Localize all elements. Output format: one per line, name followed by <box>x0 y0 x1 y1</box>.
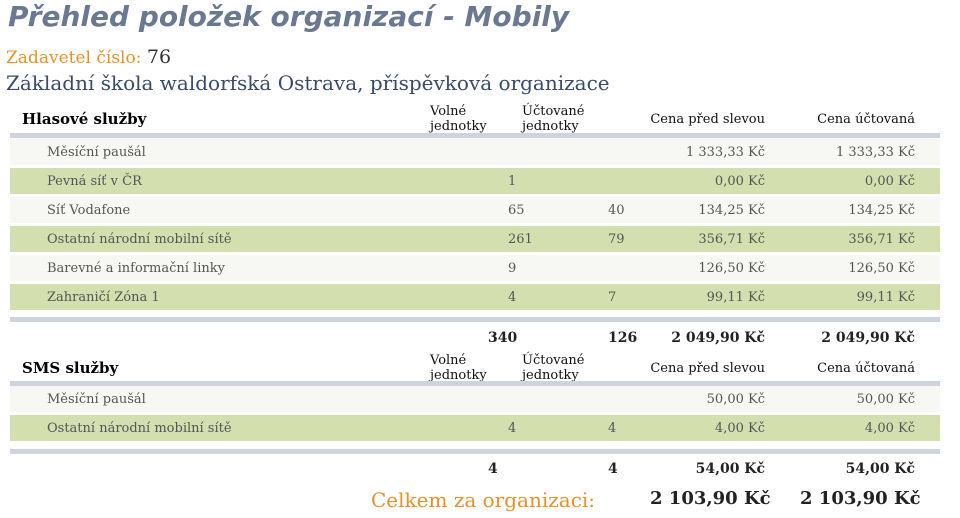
voice-total-free-units: 340 <box>488 330 518 346</box>
row-billed-units <box>608 139 638 165</box>
row-price-billed: 99,11 Kč <box>856 289 915 305</box>
row-label: Zahraničí Zóna 1 <box>47 289 160 305</box>
sms-total-price-before: 54,00 Kč <box>695 461 765 477</box>
voice-total-price-billed: 2 049,90 Kč <box>821 330 915 346</box>
row-free-units: 1 <box>508 173 517 189</box>
row-label: Měsíční paušál <box>47 391 146 407</box>
row-billed-units <box>608 386 638 412</box>
sms-total-free-units: 4 <box>488 461 498 477</box>
row-price-billed: 134,25 Kč <box>848 202 915 218</box>
table-row: Měsíční paušál 1 333,33 Kč 1 333,33 Kč <box>10 139 940 165</box>
grand-total-price-before: 2 103,90 Kč <box>650 488 771 509</box>
row-price-before: 0,00 Kč <box>714 173 765 189</box>
row-free-units: 261 <box>508 231 533 247</box>
row-label: Síť Vodafone <box>47 202 131 218</box>
page-title: Přehled položek organizací - Mobily <box>8 0 570 33</box>
row-billed-units <box>608 255 638 281</box>
sms-section-title: SMS služby <box>22 359 119 377</box>
row-price-billed: 50,00 Kč <box>856 391 915 407</box>
row-free-units <box>508 139 538 165</box>
voice-section-title: Hlasové služby <box>22 110 147 128</box>
column-header-billed-units: Účtované jednotky <box>522 353 585 383</box>
row-price-billed: 356,71 Kč <box>848 231 915 247</box>
row-billed-units: 7 <box>608 289 617 305</box>
table-row: Síť Vodafone 65 40 134,25 Kč 134,25 Kč <box>10 197 940 223</box>
voice-total-row: 340 126 2 049,90 Kč 2 049,90 Kč <box>10 325 940 351</box>
school-name: Základní škola waldorfská Ostrava, přísp… <box>6 71 610 95</box>
column-header-price-billed: Cena účtovaná <box>817 111 915 127</box>
row-label: Měsíční paušál <box>47 144 146 160</box>
table-row: Ostatní národní mobilní sítě 261 79 356,… <box>10 226 940 252</box>
row-billed-units: 4 <box>608 420 617 436</box>
row-price-before: 99,11 Kč <box>706 289 765 305</box>
voice-divider <box>10 133 940 138</box>
column-header-free-units: Volné jednotky <box>430 353 487 383</box>
voice-total-divider <box>10 317 940 322</box>
table-row: Měsíční paušál 50,00 Kč 50,00 Kč <box>10 386 940 412</box>
column-header-price-billed: Cena účtovaná <box>817 360 915 376</box>
submitter-line: Zadavetel číslo: 76 <box>6 46 171 68</box>
row-free-units <box>508 386 538 412</box>
column-header-free-units: Volné jednotky <box>430 104 487 134</box>
row-label: Pevná síť v ČR <box>47 173 142 189</box>
voice-total-price-before: 2 049,90 Kč <box>671 330 765 346</box>
table-row: Zahraničí Zóna 1 4 7 99,11 Kč 99,11 Kč <box>10 284 940 310</box>
row-price-billed: 4,00 Kč <box>864 420 915 436</box>
submitter-label: Zadavetel číslo: <box>6 48 142 68</box>
row-price-billed: 126,50 Kč <box>848 260 915 276</box>
row-label: Ostatní národní mobilní sítě <box>47 420 232 436</box>
row-label: Ostatní národní mobilní sítě <box>47 231 232 247</box>
row-price-before: 4,00 Kč <box>714 420 765 436</box>
grand-total-price-billed: 2 103,90 Kč <box>800 488 921 509</box>
row-billed-units: 79 <box>608 231 625 247</box>
table-row: Barevné a informační linky 9 126,50 Kč 1… <box>10 255 940 281</box>
row-price-billed: 1 333,33 Kč <box>835 144 915 160</box>
row-price-billed: 0,00 Kč <box>864 173 915 189</box>
row-price-before: 50,00 Kč <box>706 391 765 407</box>
table-row: Pevná síť v ČR 1 0,00 Kč 0,00 Kč <box>10 168 940 194</box>
row-billed-units: 40 <box>608 202 625 218</box>
sms-total-row: 4 4 54,00 Kč 54,00 Kč <box>10 456 940 482</box>
row-free-units: 65 <box>508 202 525 218</box>
sms-total-price-billed: 54,00 Kč <box>845 461 915 477</box>
grand-total-label: Celkem za organizaci: <box>371 488 596 512</box>
voice-total-billed-units: 126 <box>608 330 638 346</box>
row-price-before: 134,25 Kč <box>698 202 765 218</box>
column-header-billed-units: Účtované jednotky <box>522 104 585 134</box>
sms-divider <box>10 381 940 386</box>
submitter-number: 76 <box>146 46 172 68</box>
column-header-price-before: Cena před slevou <box>650 360 765 376</box>
row-price-before: 356,71 Kč <box>698 231 765 247</box>
table-row: Ostatní národní mobilní sítě 4 4 4,00 Kč… <box>10 415 940 441</box>
row-label: Barevné a informační linky <box>47 260 225 276</box>
sms-total-divider <box>10 449 940 454</box>
row-price-before: 126,50 Kč <box>698 260 765 276</box>
voice-header: Hlasové služby Volné jednotky Účtované j… <box>10 104 940 134</box>
row-billed-units <box>608 168 638 194</box>
sms-total-billed-units: 4 <box>608 461 618 477</box>
row-free-units: 4 <box>508 420 517 436</box>
row-free-units: 9 <box>508 260 517 276</box>
row-price-before: 1 333,33 Kč <box>685 144 765 160</box>
sms-header: SMS služby Volné jednotky Účtované jedno… <box>10 353 940 383</box>
column-header-price-before: Cena před slevou <box>650 111 765 127</box>
row-free-units: 4 <box>508 289 517 305</box>
